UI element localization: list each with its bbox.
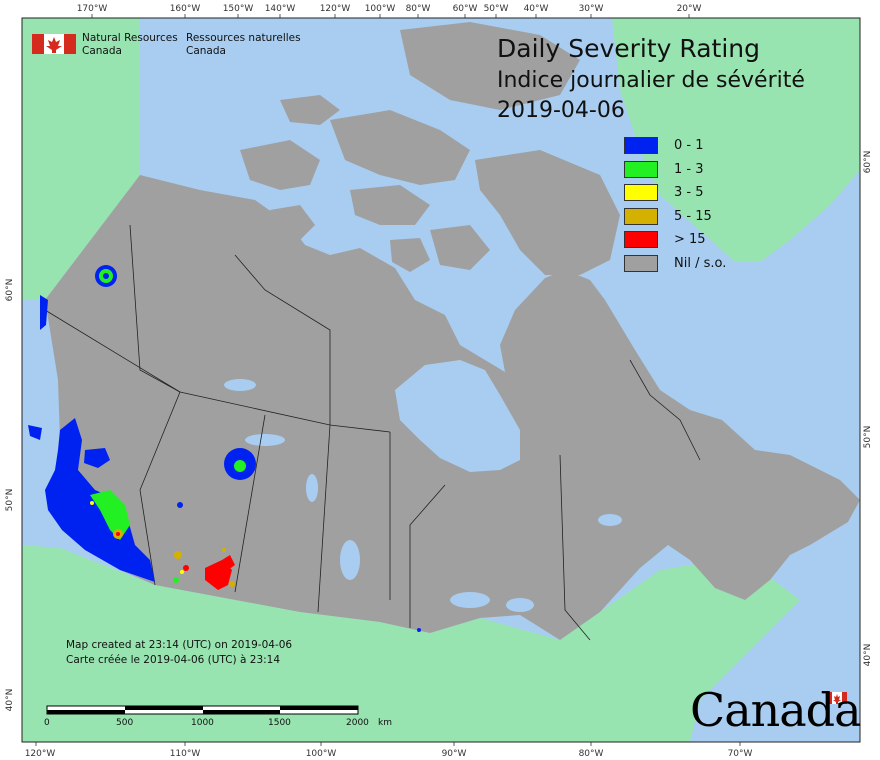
- svg-text:120°W: 120°W: [25, 749, 56, 759]
- scale-label: 2000: [346, 718, 369, 728]
- svg-text:40°N: 40°N: [863, 644, 873, 667]
- legend-label: 0 - 1: [674, 138, 704, 154]
- usa-landmass: [22, 545, 800, 742]
- svg-text:50°W: 50°W: [484, 4, 509, 14]
- scale-label: 500: [116, 718, 134, 728]
- top-graticule-labels: 170°W 160°W 150°W 140°W 120°W 100°W 80°W…: [77, 4, 702, 14]
- svg-text:40°N: 40°N: [5, 689, 15, 712]
- map-title-en: Daily Severity Rating: [497, 34, 761, 63]
- boundaries: [44, 224, 701, 641]
- alaska-landmass: [22, 18, 140, 300]
- svg-text:90°W: 90°W: [442, 749, 467, 759]
- legend-swatch: [624, 137, 658, 155]
- svg-text:150°W: 150°W: [223, 4, 254, 14]
- svg-text:80°W: 80°W: [579, 749, 604, 759]
- canada-wordmark: Canada: [690, 683, 862, 737]
- map-title-fr: Indice journalier de sévérité: [497, 68, 805, 93]
- svg-text:120°W: 120°W: [320, 4, 351, 14]
- svg-text:60°N: 60°N: [5, 279, 15, 302]
- legend-label: 1 - 3: [674, 161, 704, 177]
- svg-text:110°W: 110°W: [170, 749, 201, 759]
- svg-text:40°W: 40°W: [524, 4, 549, 14]
- legend-label: 5 - 15: [674, 208, 712, 224]
- scale-label: 1000: [191, 718, 214, 728]
- wordmark-flag-icon: [827, 692, 847, 704]
- map-date: 2019-04-06: [497, 98, 625, 123]
- left-graticule-labels: 60°N 50°N 40°N: [5, 279, 15, 712]
- scale-bar: [46, 705, 359, 715]
- legend-label: Nil / s.o.: [674, 255, 727, 271]
- legend-item: 3 - 5: [624, 181, 726, 205]
- bottom-graticule-labels: 120°W 110°W 100°W 90°W 80°W 70°W: [25, 749, 753, 759]
- lakes: [224, 379, 622, 612]
- svg-text:140°W: 140°W: [265, 4, 296, 14]
- severity-patches: [28, 265, 421, 632]
- legend-item: > 15: [624, 228, 726, 252]
- svg-text:160°W: 160°W: [170, 4, 201, 14]
- legend-item: 0 - 1: [624, 134, 726, 158]
- svg-text:70°W: 70°W: [728, 749, 753, 759]
- svg-text:20°W: 20°W: [677, 4, 702, 14]
- scale-label: 1500: [268, 718, 291, 728]
- svg-text:100°W: 100°W: [306, 749, 337, 759]
- agency-name-en: Natural Resources Canada: [82, 32, 178, 57]
- legend-swatch: [624, 254, 658, 272]
- scale-unit: km: [378, 718, 392, 728]
- legend-swatch: [624, 231, 658, 249]
- legend-item: Nil / s.o.: [624, 252, 726, 276]
- graticule-ticks: [35, 14, 741, 746]
- created-note-en: Map created at 23:14 (UTC) on 2019-04-06: [66, 639, 293, 651]
- svg-text:100°W: 100°W: [365, 4, 396, 14]
- legend-item: 5 - 15: [624, 205, 726, 229]
- greenland-landmass: [612, 18, 860, 262]
- hudson-bay: [395, 360, 520, 472]
- legend-label: > 15: [674, 232, 706, 248]
- svg-text:50°N: 50°N: [863, 426, 873, 449]
- legend-swatch: [624, 184, 658, 202]
- svg-text:60°N: 60°N: [863, 151, 873, 174]
- legend-label: 3 - 5: [674, 185, 704, 201]
- scale-label: 0: [44, 718, 50, 728]
- created-note-fr: Carte créée le 2019-04-06 (UTC) à 23:14: [66, 654, 281, 666]
- legend-swatch: [624, 207, 658, 225]
- arctic-islands: [240, 22, 650, 520]
- map-frame: [21, 17, 861, 743]
- canada-flag-icon: [32, 34, 76, 54]
- svg-text:170°W: 170°W: [77, 4, 108, 14]
- svg-text:80°W: 80°W: [406, 4, 431, 14]
- svg-text:60°W: 60°W: [453, 4, 478, 14]
- legend-item: 1 - 3: [624, 158, 726, 182]
- agency-name-fr: Ressources naturelles Canada: [186, 32, 301, 57]
- svg-text:30°W: 30°W: [579, 4, 604, 14]
- svg-text:50°N: 50°N: [5, 489, 15, 512]
- right-graticule-labels: 60°N 50°N 40°N: [863, 151, 873, 667]
- legend: 0 - 1 1 - 3 3 - 5 5 - 15 > 15 Nil / s.o.: [624, 134, 726, 275]
- legend-swatch: [624, 160, 658, 178]
